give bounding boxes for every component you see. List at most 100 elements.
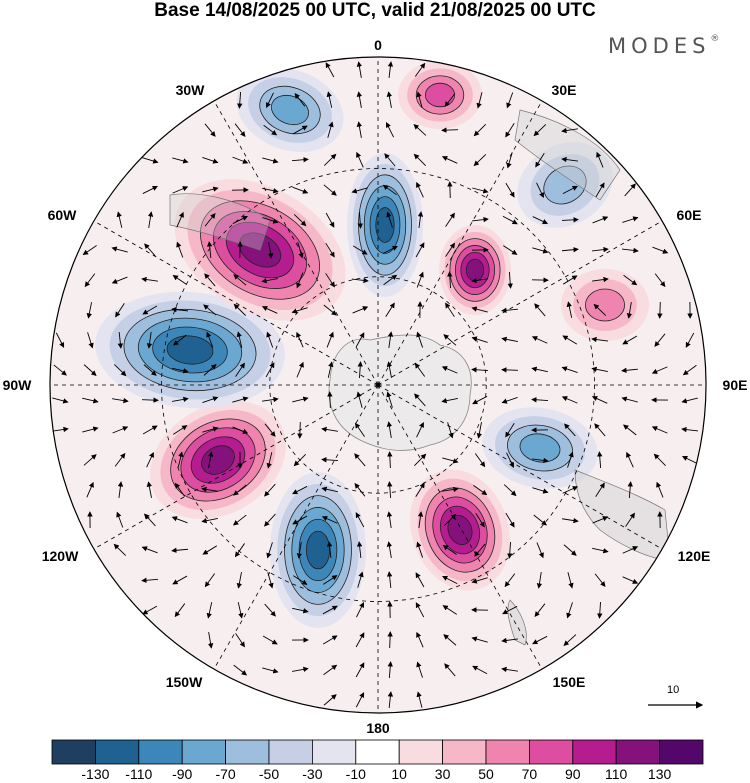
wind-vector	[561, 246, 579, 253]
wind-vector	[562, 517, 579, 524]
wind-vector	[262, 157, 279, 164]
wind-vector	[444, 663, 456, 677]
wind-vector	[113, 364, 127, 377]
wind-vector	[296, 361, 304, 378]
wind-vector	[143, 364, 157, 376]
wind-vector	[386, 211, 393, 228]
wind-vector	[142, 157, 159, 164]
wind-vector	[326, 541, 333, 558]
colorbar-swatch	[529, 739, 574, 765]
wind-vector	[507, 271, 513, 289]
wind-vector	[443, 334, 457, 346]
meridian-line	[213, 384, 379, 670]
wind-vector	[327, 361, 334, 378]
wind-vector	[206, 331, 214, 348]
wind-vector	[141, 276, 158, 283]
wind-vector	[111, 246, 128, 253]
wind-vector	[387, 631, 393, 649]
wind-vector	[204, 273, 216, 287]
wind-vector	[146, 451, 154, 468]
wind-vector	[531, 366, 548, 373]
wind-vector	[623, 424, 637, 436]
wind-vector	[234, 543, 245, 558]
lon-label-120e: 120E	[677, 548, 711, 564]
wind-vector	[292, 186, 309, 194]
wind-vector	[501, 666, 518, 673]
wind-vector	[447, 181, 453, 199]
wind-vector	[293, 214, 307, 227]
wind-vector	[416, 541, 424, 558]
wind-vector	[621, 367, 639, 374]
meridian-line	[377, 220, 663, 386]
wind-vector	[562, 335, 578, 345]
lon-label-30e: 30E	[551, 82, 577, 98]
wind-vector	[86, 302, 93, 319]
wind-vector	[327, 121, 334, 138]
wind-vector	[567, 572, 574, 589]
wind-vector	[472, 395, 488, 405]
wind-vector	[561, 217, 579, 223]
wind-vector	[534, 603, 546, 618]
wind-vector	[356, 61, 363, 78]
wind-vector	[505, 422, 515, 438]
wind-vector	[561, 396, 578, 404]
wind-vector	[326, 91, 333, 108]
wind-vector	[474, 453, 486, 468]
colorbar-swatch	[138, 739, 183, 765]
latitude-circle	[161, 168, 595, 602]
lon-label-90e: 90E	[722, 377, 748, 393]
wind-vector	[386, 91, 393, 108]
wind-vector	[656, 481, 664, 498]
lon-label-60w: 60W	[47, 207, 77, 223]
colorbar-swatch	[51, 739, 96, 765]
wind-vector	[262, 396, 279, 403]
wind-vector	[143, 513, 156, 527]
wind-vector	[141, 397, 159, 403]
modes-logo: MODES®	[608, 34, 719, 58]
meridian-line	[93, 220, 379, 386]
wind-vector	[357, 571, 364, 588]
wind-vector	[592, 216, 609, 224]
colorbar-tick-label: 70	[521, 766, 538, 782]
wind-vector	[203, 304, 217, 316]
wind-vector	[144, 243, 156, 257]
wind-vector	[387, 661, 393, 679]
wind-vector	[503, 245, 518, 255]
wind-vector	[501, 397, 518, 404]
wind-vector	[441, 127, 459, 133]
wind-vector	[386, 541, 393, 558]
wind-vector	[232, 216, 248, 224]
meridian-line	[377, 100, 543, 386]
wind-vector	[172, 186, 189, 194]
meridian-line	[377, 384, 543, 670]
wind-vector	[651, 426, 668, 434]
registered-mark: ®	[710, 34, 720, 44]
wind-vector	[201, 486, 218, 493]
wind-vector	[622, 335, 638, 345]
wind-vector	[474, 543, 486, 557]
anomaly-contour	[585, 288, 625, 322]
wind-vector	[172, 275, 187, 285]
wind-vector	[357, 361, 363, 379]
wind-vector	[442, 457, 459, 464]
wind-vector	[471, 577, 488, 584]
wind-vector	[416, 91, 423, 108]
wind-vector	[476, 422, 482, 439]
wind-vector	[322, 605, 338, 615]
wind-vector	[563, 634, 577, 647]
wind-vector	[593, 303, 607, 316]
wind-vector	[387, 481, 393, 499]
wind-vector	[591, 396, 608, 404]
wind-vector	[174, 482, 186, 497]
wind-vector	[532, 487, 549, 494]
wind-vector	[325, 62, 335, 78]
wind-vector	[563, 544, 577, 556]
wind-vector	[502, 605, 518, 615]
wind-vector	[204, 213, 216, 227]
wind-vector	[293, 575, 308, 585]
wind-vector	[594, 423, 606, 437]
wind-vector	[292, 396, 309, 403]
wind-vector	[627, 481, 633, 499]
wind-vector	[535, 153, 545, 168]
